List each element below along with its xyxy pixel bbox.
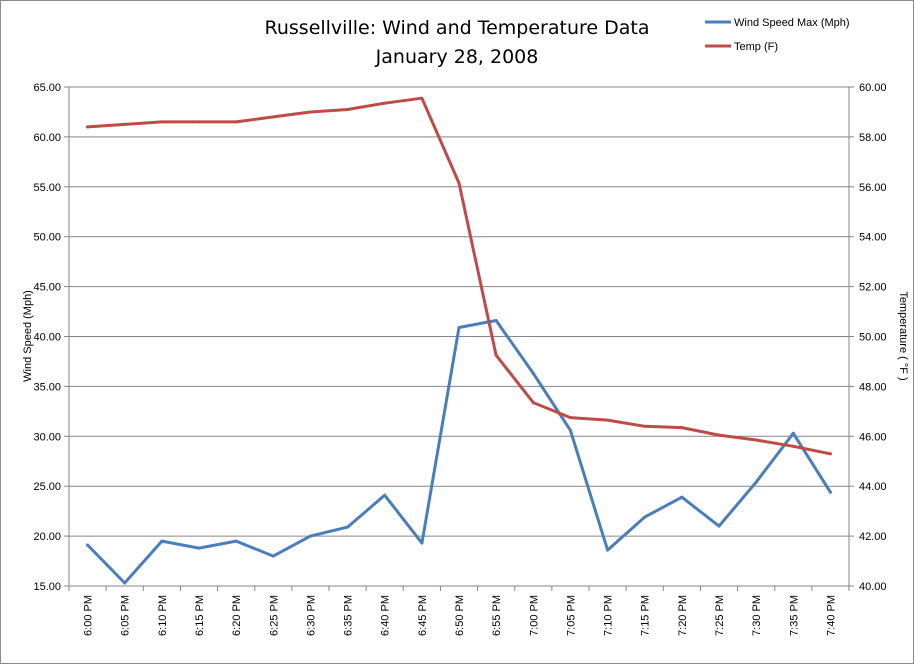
y-tick-label: 40.00 xyxy=(33,332,61,344)
y2-axis-title: Temperature ( °F ) xyxy=(897,291,909,380)
x-tick-label: 6:25 PM xyxy=(268,595,280,636)
y-tick-label: 60.00 xyxy=(33,132,61,144)
y-tick-label: 25.00 xyxy=(33,481,61,493)
y2-tick-label: 40.00 xyxy=(859,581,887,593)
x-tick-label: 6:40 PM xyxy=(380,595,392,636)
temperature-point xyxy=(494,353,498,357)
temperature-point xyxy=(383,101,387,105)
y2-tick-label: 52.00 xyxy=(859,282,887,294)
temperature-point xyxy=(791,444,795,448)
wind-speed-point xyxy=(308,534,312,538)
temperature-point xyxy=(643,424,647,428)
wind-speed-point xyxy=(86,543,90,547)
gridlines xyxy=(64,86,854,591)
tick-labels: 15.00 20.00 25.00 30.00 35.00 40.00 45.00 50.00… xyxy=(33,82,886,636)
y2-tick-label: 42.00 xyxy=(859,531,887,543)
temperature-point xyxy=(197,120,201,124)
y2-tick-label: 48.00 xyxy=(859,381,887,393)
temperature-point xyxy=(606,418,610,422)
y2-tick-label: 58.00 xyxy=(859,132,887,144)
y2-tick-label: 50.00 xyxy=(859,332,887,344)
x-tick-label: 6:10 PM xyxy=(157,595,169,636)
x-tick-label: 7:05 PM xyxy=(565,595,577,636)
plot-area xyxy=(68,86,850,587)
x-tick-label: 6:30 PM xyxy=(305,595,317,636)
wind-speed-point xyxy=(531,371,535,375)
temperature-point xyxy=(86,125,90,129)
temperature-point xyxy=(680,426,684,430)
x-tick-label: 7:00 PM xyxy=(528,595,540,636)
wind-speed-point xyxy=(494,319,498,323)
temperature-point xyxy=(346,107,350,111)
y2-tick-label: 46.00 xyxy=(859,431,887,443)
legend-label-temp: Temp (F) xyxy=(734,41,778,53)
y2-tick-label: 54.00 xyxy=(859,232,887,244)
wind-speed-point xyxy=(234,539,238,543)
legend-label-wind: Wind Speed Max (Mph) xyxy=(734,17,850,29)
x-tick-label: 7:40 PM xyxy=(825,595,837,636)
wind-speed-point xyxy=(271,554,275,558)
wind-speed-point xyxy=(420,541,424,545)
temperature-point xyxy=(234,120,238,124)
x-tick-label: 7:20 PM xyxy=(677,595,689,636)
temperature-point xyxy=(828,452,832,456)
wind-speed-point xyxy=(680,495,684,499)
chart-subtitle: January 28, 2008 xyxy=(375,46,539,68)
y2-tick-label: 44.00 xyxy=(859,481,887,493)
wind-speed-point xyxy=(717,524,721,528)
temperature-point xyxy=(271,115,275,119)
x-tick-label: 6:00 PM xyxy=(83,595,95,636)
y-tick-label: 15.00 xyxy=(33,581,61,593)
temperature-point xyxy=(531,401,535,405)
wind-speed-point xyxy=(643,515,647,519)
x-tick-label: 6:35 PM xyxy=(343,595,355,636)
x-tick-label: 6:15 PM xyxy=(194,595,206,636)
y-tick-label: 35.00 xyxy=(33,381,61,393)
x-tick-label: 7:30 PM xyxy=(751,595,763,636)
chart-title: Russellville: Wind and Temperature Data xyxy=(265,17,650,39)
temperature-point xyxy=(568,416,572,420)
x-tick-label: 7:15 PM xyxy=(640,595,652,636)
wind-speed-point xyxy=(568,428,572,432)
wind-speed-point xyxy=(383,493,387,497)
wind-speed-point xyxy=(160,539,164,543)
temperature-point xyxy=(160,120,164,124)
temperature-point xyxy=(123,122,127,126)
series-lines xyxy=(86,96,832,585)
temperature-point xyxy=(754,438,758,442)
wind-speed-point xyxy=(346,525,350,529)
legend: Wind Speed Max (Mph) Temp (F) xyxy=(705,17,850,53)
x-tick-label: 7:25 PM xyxy=(714,595,726,636)
temperature-point xyxy=(457,181,461,185)
temperature-point xyxy=(717,433,721,437)
wind-speed-point xyxy=(828,490,832,494)
y-tick-label: 30.00 xyxy=(33,431,61,443)
wind-speed-point xyxy=(754,480,758,484)
wind-speed-point xyxy=(791,431,795,435)
series-line-wind-speed xyxy=(86,319,832,585)
x-tick-label: 7:10 PM xyxy=(603,595,615,636)
wind-speed-point xyxy=(197,546,201,550)
x-tick-label: 6:55 PM xyxy=(491,595,503,636)
y-tick-label: 55.00 xyxy=(33,182,61,194)
series-line-temperature xyxy=(86,96,832,456)
wind-speed-point xyxy=(606,548,610,552)
y-tick-label: 50.00 xyxy=(33,232,61,244)
temperature-point xyxy=(308,110,312,114)
wind-speed-point xyxy=(123,581,127,585)
x-tick-label: 6:05 PM xyxy=(120,595,132,636)
y-axis-title: Wind Speed (Mph) xyxy=(22,290,34,382)
y2-tick-label: 56.00 xyxy=(859,182,887,194)
wind-speed-point xyxy=(457,326,461,330)
y-tick-label: 45.00 xyxy=(33,282,61,294)
temperature-point xyxy=(420,96,424,100)
y2-tick-label: 60.00 xyxy=(859,82,887,94)
x-tick-label: 7:35 PM xyxy=(788,595,800,636)
x-tick-label: 6:20 PM xyxy=(231,595,243,636)
x-tick-label: 6:50 PM xyxy=(454,595,466,636)
y-tick-label: 65.00 xyxy=(33,82,61,94)
y-tick-label: 20.00 xyxy=(33,531,61,543)
x-tick-label: 6:45 PM xyxy=(417,595,429,636)
